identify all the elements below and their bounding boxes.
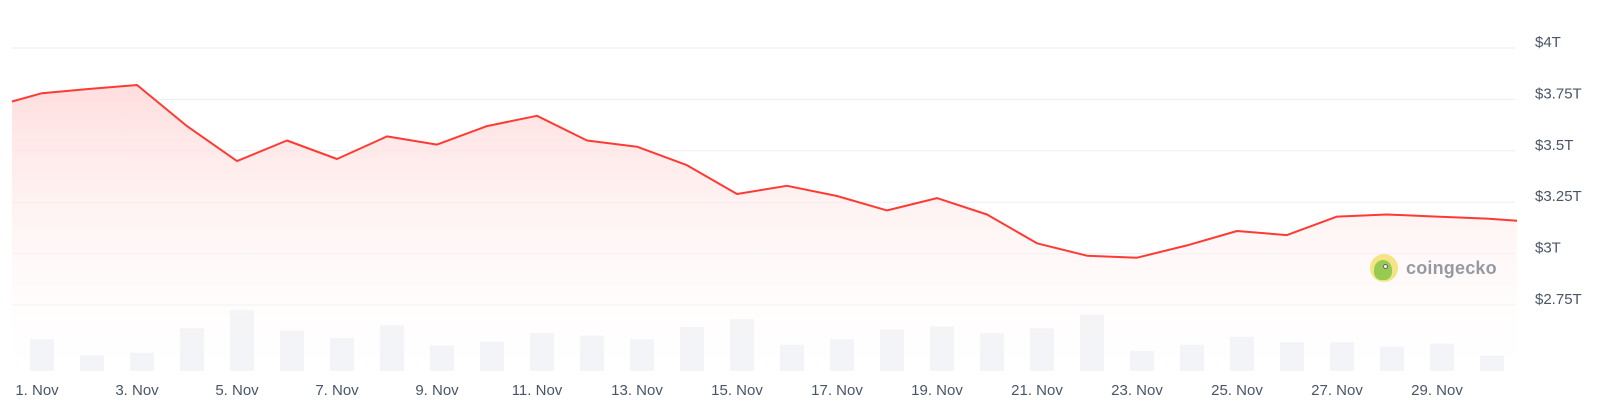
x-tick-label: 21. Nov [1011,382,1063,399]
x-tick-label: 29. Nov [1411,382,1463,399]
x-tick-label: 1. Nov [15,382,59,399]
x-tick-label: 15. Nov [711,382,763,399]
x-tick-label: 3. Nov [115,382,159,399]
x-tick-label: 7. Nov [315,382,359,399]
x-tick-label: 13. Nov [611,382,663,399]
x-tick-label: 9. Nov [415,382,459,399]
x-tick-label: 27. Nov [1311,382,1363,399]
x-tick-label: 25. Nov [1211,382,1263,399]
watermark-text: coingecko [1406,257,1497,278]
y-tick-label: $3.75T [1535,85,1582,102]
y-tick-label: $4T [1535,34,1561,51]
price-line[interactable] [11,84,1518,259]
y-axis-labels: $4T $3.75T $3.5T $3.25T $3T $2.75T [1535,34,1582,308]
x-tick-label: 17. Nov [811,382,863,399]
price-series [11,84,1518,259]
price-area-fill [12,85,1517,371]
x-axis-labels: 1. Nov 3. Nov 5. Nov 7. Nov 9. Nov 11. Nov 13.… [15,382,1463,399]
x-tick-label: 11. Nov [512,382,563,399]
y-tick-label: $3T [1535,240,1561,257]
price-area [12,85,1517,371]
x-tick-label: 23. Nov [1111,382,1163,399]
y-tick-label: $3.25T [1535,188,1582,205]
y-tick-label: $3.5T [1535,137,1573,154]
coingecko-watermark: coingecko [1370,254,1497,282]
gecko-logo-icon [1370,254,1398,282]
x-tick-label: 19. Nov [911,382,963,399]
x-tick-label: 5. Nov [215,382,259,399]
y-tick-label: $2.75T [1535,291,1582,308]
